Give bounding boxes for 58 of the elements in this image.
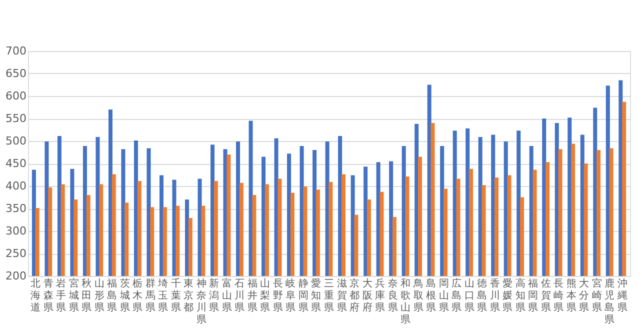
x-tick-label: 富山県 xyxy=(222,278,232,314)
x-tick-label: 長野県 xyxy=(272,278,283,314)
x-tick-label: 新潟県 xyxy=(209,278,220,314)
x-tick-label: 千葉県 xyxy=(170,278,181,314)
y-tick-label: 500 xyxy=(6,134,26,148)
x-tick-label: 茨城県 xyxy=(118,278,130,314)
x-tick-label: 三重県 xyxy=(324,278,334,314)
x-tick-label: 福岡県 xyxy=(528,278,538,314)
x-tick-label: 佐賀県 xyxy=(540,278,551,314)
x-tick-label: 山形県 xyxy=(94,278,104,314)
x-tick-label: 岐阜県 xyxy=(286,278,296,314)
y-tick-label: 350 xyxy=(6,202,26,215)
x-tick-label: 北海道 xyxy=(30,278,41,314)
x-tick-label: 奈良県 xyxy=(388,278,398,314)
x-tick-label: 山口県 xyxy=(464,278,474,314)
y-tick-label: 200 xyxy=(6,270,26,282)
x-tick-label: 高知県 xyxy=(515,278,526,314)
x-tick-label: 愛媛県 xyxy=(502,278,513,314)
y-tick-label: 700 xyxy=(6,44,26,58)
y-tick-label: 550 xyxy=(6,112,26,125)
x-tick-label: 青森県 xyxy=(43,278,54,314)
x-tick-label: 秋田県 xyxy=(82,278,92,314)
x-tick-label: 大阪府 xyxy=(362,278,372,314)
x-tick-label: 香川県 xyxy=(490,278,500,314)
x-tick-label: 滋賀県 xyxy=(336,278,347,314)
x-tick-label: 和歌山県 xyxy=(400,278,411,326)
x-tick-label: 鳥取県 xyxy=(412,278,424,314)
x-tick-label: 福井県 xyxy=(247,278,258,314)
x-tick-label: 鹿児島県 xyxy=(604,278,615,326)
x-tick-label: 熊本県 xyxy=(566,278,576,314)
x-tick-label: 福島県 xyxy=(107,278,118,314)
x-tick-label: 岡山県 xyxy=(438,278,449,314)
y-tick-label: 400 xyxy=(6,180,26,192)
x-tick-label: 大分県 xyxy=(579,278,590,314)
x-tick-label: 京都府 xyxy=(350,278,360,314)
x-tick-label: 宮城県 xyxy=(68,278,79,314)
x-tick-label: 群馬県 xyxy=(144,278,156,314)
x-tick-label: 埼玉県 xyxy=(157,278,168,314)
x-tick-label: 東京都 xyxy=(184,278,194,314)
x-tick-label: 兵庫県 xyxy=(375,278,386,314)
x-tick-label: 愛知県 xyxy=(311,278,322,314)
y-tick-label: 650 xyxy=(6,67,26,80)
x-tick-label: 長崎県 xyxy=(554,278,564,314)
x-tick-label: 栃木県 xyxy=(132,278,143,314)
x-tick-label: 岩手県 xyxy=(56,278,66,314)
y-tick-label: 450 xyxy=(6,157,26,170)
x-tick-label: 島根県 xyxy=(426,278,436,314)
x-tick-label: 宮崎県 xyxy=(592,278,602,314)
x-tick-label: 山梨県 xyxy=(260,278,270,314)
y-tick-label: 300 xyxy=(6,224,26,238)
y-tick-label: 600 xyxy=(6,90,26,102)
x-tick-label: 広島県 xyxy=(452,278,462,314)
y-tick-label: 250 xyxy=(6,247,26,260)
x-tick-label: 静岡県 xyxy=(298,278,308,314)
x-tick-label: 石川県 xyxy=(234,278,245,314)
x-tick-label: 徳島県 xyxy=(477,278,488,314)
x-tick-label: 沖縄県 xyxy=(616,278,628,314)
x-tick-label: 神奈川県 xyxy=(196,278,206,326)
